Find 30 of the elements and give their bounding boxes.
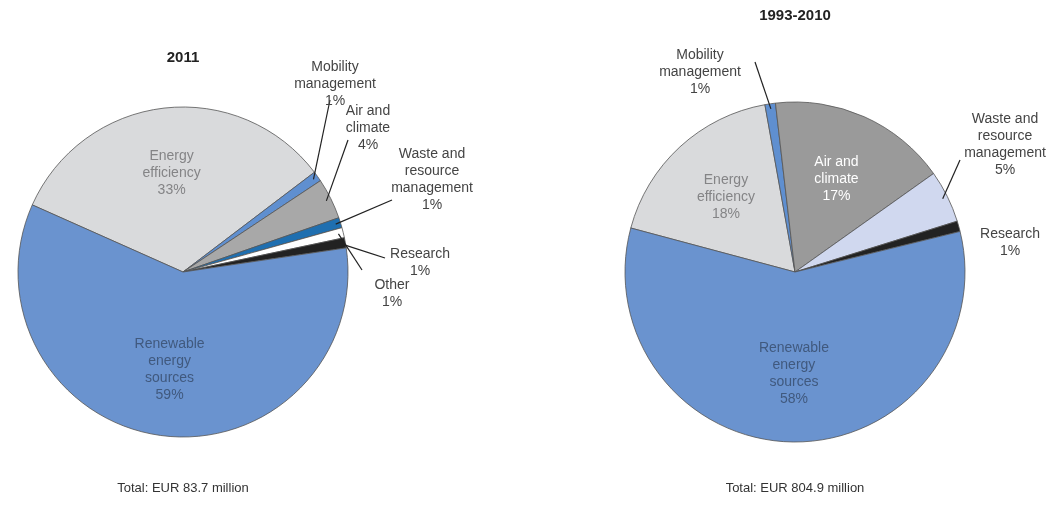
slice-label: Waste and resource management (964, 110, 1046, 161)
data-label: 58% (779, 390, 808, 407)
data-label: 1% (999, 242, 1021, 259)
slice-label: Other (374, 276, 410, 293)
data-label: 1% (381, 293, 403, 310)
data-label: 1% (421, 196, 443, 213)
slice-label: Mobility management (659, 45, 741, 79)
text: Total: EUR 804.9 million (725, 480, 865, 495)
data-label: 59% (155, 386, 184, 403)
data-label: 1% (324, 91, 346, 108)
chart-title: 2011 (166, 48, 200, 65)
data-label: 18% (711, 204, 740, 221)
slice-label: Renewable energy sources (134, 335, 205, 386)
data-label: 5% (994, 161, 1016, 178)
slice-label: Research (390, 245, 450, 262)
data-label: 4% (357, 135, 379, 152)
data-label: 1% (689, 79, 711, 96)
text: Total: EUR 83.7 million (117, 480, 249, 495)
slice-label: Waste and resource management (391, 145, 473, 196)
chart-title: 1993-2010 (759, 6, 831, 23)
slice-label: Research (980, 225, 1040, 242)
slice-label: Energy efficiency (142, 147, 201, 181)
slice-label: Mobility management (294, 57, 376, 91)
slice-label: Renewable energy sources (758, 339, 830, 390)
slice-label: Energy efficiency (696, 170, 756, 204)
slice-label: Air and climate (345, 101, 391, 135)
data-label: 1% (409, 262, 431, 279)
data-label: 33% (157, 181, 186, 198)
data-label: 17% (822, 186, 851, 203)
slice-label: Air and climate (814, 152, 859, 186)
